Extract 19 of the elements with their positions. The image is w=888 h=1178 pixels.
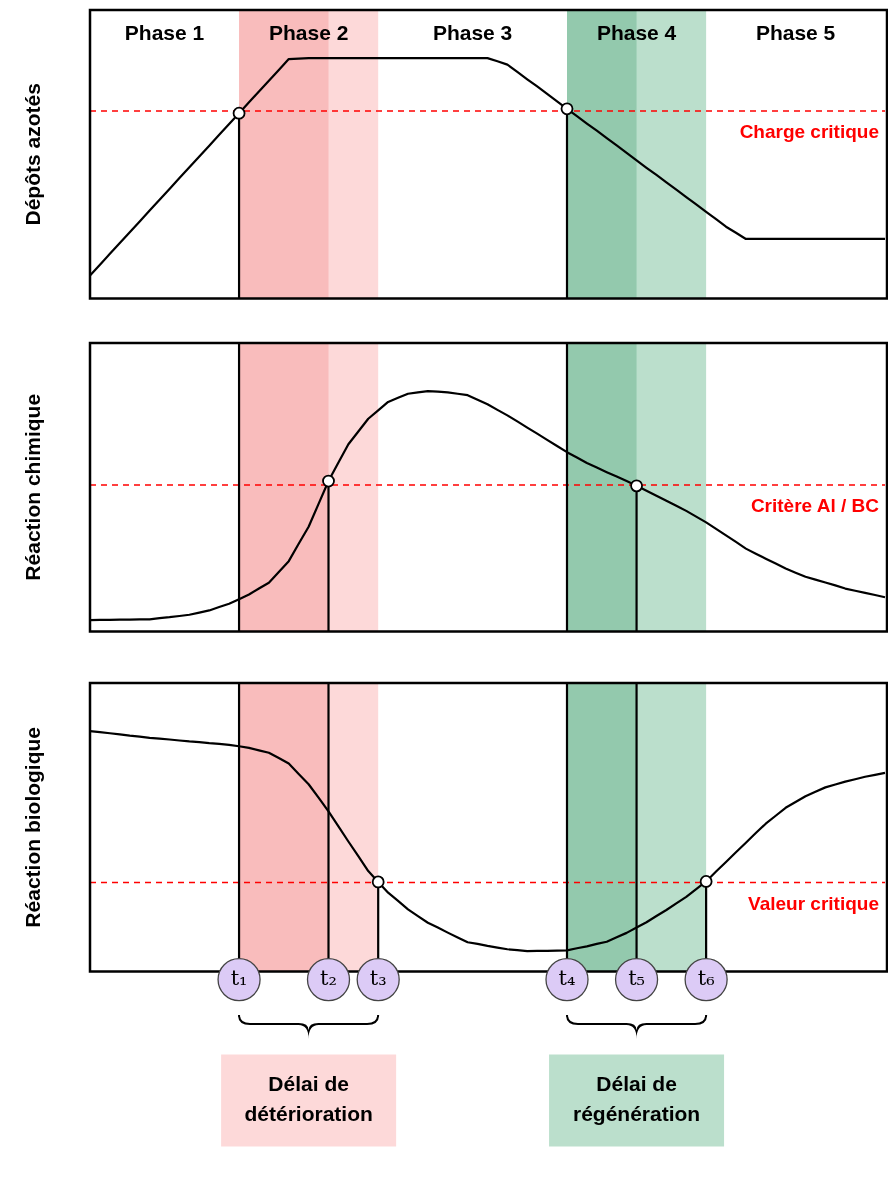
- text: Phase 2: [268, 20, 349, 44]
- annotation: t₂: [320, 966, 337, 991]
- annotation: t₁: [230, 966, 248, 991]
- annotation: t₃: [369, 966, 387, 991]
- text: Phase 3: [432, 20, 513, 44]
- text: Phase 5: [755, 20, 836, 44]
- y-axis-title: Dépôts azotés: [20, 83, 44, 226]
- ref-line-label: Charge critique: [739, 121, 879, 143]
- text: Délai de détérioration: [244, 1072, 373, 1126]
- ref-line-label: Valeur critique: [748, 892, 879, 914]
- annotation: t₄: [558, 966, 576, 991]
- y-axis-title: Réaction chimique: [20, 393, 44, 581]
- annotation: t₆: [697, 966, 715, 991]
- text: Délai de régénération: [572, 1072, 701, 1126]
- ref-line-label: Critère Al / BC: [750, 495, 880, 517]
- y-axis-title: Réaction biologique: [20, 726, 44, 928]
- annotation: t₅: [628, 966, 645, 991]
- text: Phase 4: [596, 20, 677, 44]
- text: Phase 1: [124, 20, 205, 44]
